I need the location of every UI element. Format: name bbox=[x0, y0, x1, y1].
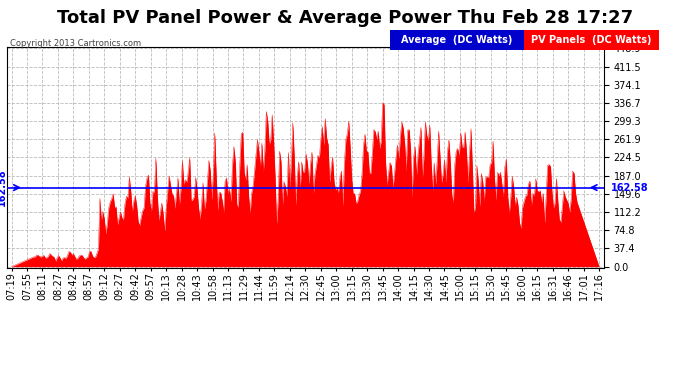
Text: Total PV Panel Power & Average Power Thu Feb 28 17:27: Total PV Panel Power & Average Power Thu… bbox=[57, 9, 633, 27]
Text: Average  (DC Watts): Average (DC Watts) bbox=[402, 35, 513, 45]
Text: PV Panels  (DC Watts): PV Panels (DC Watts) bbox=[531, 35, 652, 45]
Text: 162.58: 162.58 bbox=[0, 169, 7, 206]
Text: Copyright 2013 Cartronics.com: Copyright 2013 Cartronics.com bbox=[10, 39, 141, 48]
Text: 162.58: 162.58 bbox=[611, 183, 649, 193]
